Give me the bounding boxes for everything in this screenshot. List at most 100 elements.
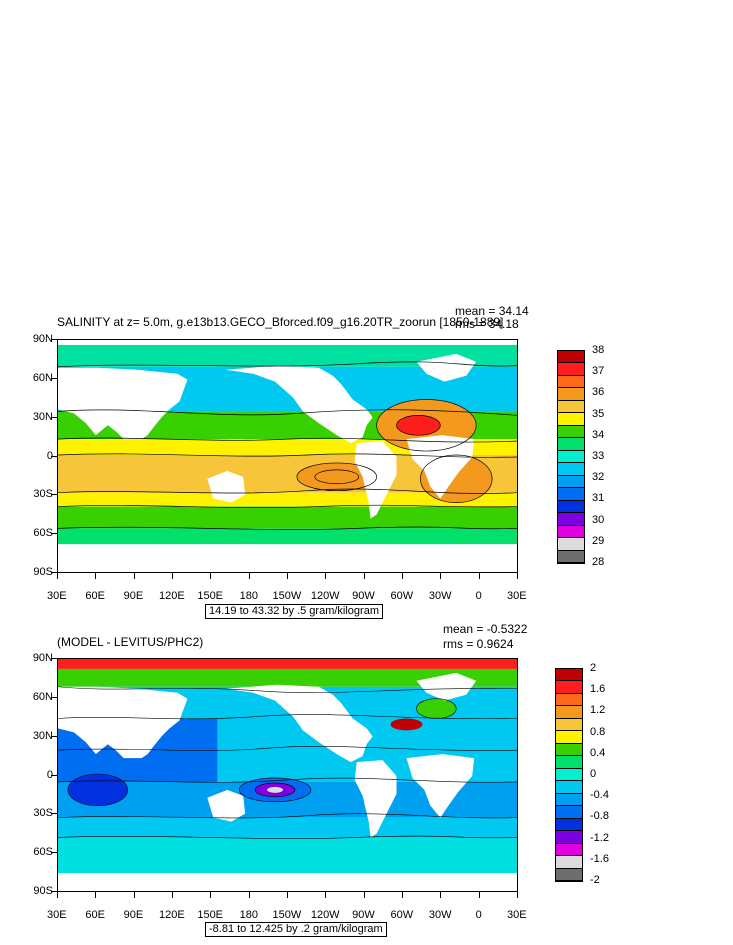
- lat-tick-mark: [51, 494, 57, 496]
- colorbar-label: 36: [592, 386, 605, 399]
- lon-tick-mark: [95, 892, 97, 898]
- lon-tick-label: 30W: [428, 590, 452, 602]
- colorbar-swatch: [558, 375, 584, 389]
- colorbar-swatch: [556, 806, 582, 819]
- lon-tick-mark: [248, 892, 250, 898]
- lat-tick-mark: [51, 339, 57, 340]
- lon-tick-label: 120E: [159, 590, 185, 602]
- lon-tick-mark: [402, 892, 403, 898]
- colorbar-label: 28: [592, 556, 605, 568]
- colorbar-label: 33: [592, 450, 605, 462]
- colorbar-label: 0.8: [590, 725, 606, 738]
- colorbar-label: 30: [592, 513, 605, 526]
- lat-tick-mark: [51, 735, 57, 737]
- lon-tick-mark: [478, 573, 480, 579]
- colorbar-label: 35: [592, 407, 605, 420]
- lat-tick-label: 30S: [33, 807, 53, 820]
- lon-tick-mark: [172, 892, 173, 898]
- colorbar-swatch: [556, 693, 582, 707]
- lat-tick-mark: [51, 774, 57, 776]
- colorbar-label: 1.2: [590, 704, 606, 717]
- colorbar-swatch: [558, 538, 584, 551]
- lon-tick-label: 30W: [428, 909, 452, 921]
- lon-tick-mark: [210, 892, 212, 898]
- panel1-contour-range: 14.19 to 43.32 by .5 gram/kilogram: [205, 604, 383, 619]
- lon-tick-label: 180: [239, 909, 259, 921]
- lon-tick-label: 150W: [272, 909, 302, 921]
- colorbar-swatch: [558, 500, 584, 514]
- lon-tick-mark: [133, 573, 135, 579]
- panel1-colorbar: [557, 350, 585, 564]
- lon-tick-label: 90W: [352, 590, 375, 602]
- colorbar-label: -0.8: [590, 810, 609, 823]
- lon-tick-mark: [57, 573, 58, 579]
- lon-tick-label: 60W: [390, 590, 414, 602]
- lon-tick-mark: [133, 892, 135, 898]
- colorbar-swatch: [558, 475, 584, 489]
- colorbar-swatch: [558, 463, 584, 476]
- lat-tick-mark: [51, 377, 57, 379]
- lon-tick-mark: [517, 573, 518, 579]
- colorbar-swatch: [556, 743, 582, 757]
- panel1-mean: mean = 34.14: [455, 304, 529, 318]
- lat-tick-mark: [51, 455, 57, 457]
- lat-tick-label: 30S: [33, 488, 53, 501]
- colorbar-swatch: [556, 831, 582, 844]
- lat-tick-label: 30N: [32, 410, 53, 423]
- colorbar-swatch: [556, 856, 582, 869]
- colorbar-swatch: [556, 718, 582, 732]
- lon-tick-mark: [248, 573, 250, 579]
- panel2-rms: rms = 0.9624: [443, 637, 514, 651]
- lon-tick-mark: [478, 892, 480, 898]
- lat-tick-mark: [51, 533, 57, 535]
- lon-tick-label: 150E: [197, 590, 224, 602]
- lon-tick-mark: [440, 573, 442, 579]
- colorbar-swatch: [556, 843, 582, 857]
- colorbar-swatch: [558, 550, 584, 563]
- lat-tick-label: 60S: [33, 527, 53, 540]
- lon-tick-label: 30E: [507, 909, 527, 921]
- lon-tick-label: 0: [475, 909, 482, 921]
- colorbar-label: 37: [592, 365, 605, 378]
- lon-tick-label: 0: [475, 590, 482, 602]
- colorbar-swatch: [558, 525, 584, 539]
- lat-tick-mark: [51, 416, 57, 418]
- panel2-contour-range: -8.81 to 12.425 by .2 gram/kilogram: [205, 922, 387, 937]
- panel2-mean: mean = -0.5322: [443, 622, 528, 636]
- colorbar-label: -1.6: [590, 852, 609, 865]
- colorbar-swatch: [556, 706, 582, 719]
- lon-tick-mark: [363, 892, 365, 898]
- colorbar-swatch: [558, 351, 584, 364]
- lon-tick-label: 150E: [197, 909, 224, 921]
- colorbar-swatch: [558, 400, 584, 414]
- panel2-colorbar: [555, 668, 583, 882]
- colorbar-swatch: [556, 669, 582, 682]
- colorbar-swatch: [558, 513, 584, 526]
- lon-tick-label: 90E: [123, 909, 144, 921]
- colorbar-label: 1.6: [590, 683, 606, 696]
- colorbar-swatch: [556, 731, 582, 744]
- lon-tick-label: 60E: [85, 590, 105, 602]
- lon-tick-mark: [325, 573, 327, 579]
- lon-tick-label: 90W: [352, 909, 375, 921]
- lon-tick-mark: [363, 573, 365, 579]
- lat-tick-mark: [51, 813, 57, 815]
- lat-tick-label: 90N: [32, 652, 53, 664]
- lat-tick-label: 60S: [33, 846, 53, 859]
- lon-tick-label: 30E: [47, 909, 67, 921]
- lon-tick-label: 180: [239, 590, 259, 602]
- lon-tick-mark: [287, 892, 288, 898]
- lat-tick-label: 90S: [33, 566, 53, 578]
- colorbar-swatch: [556, 868, 582, 881]
- colorbar-label: 38: [592, 344, 605, 356]
- lon-tick-label: 60W: [390, 909, 414, 921]
- colorbar-label: 0: [590, 768, 597, 780]
- colorbar-swatch: [558, 488, 584, 501]
- lat-tick-label: 0: [46, 449, 53, 462]
- lat-tick-label: 0: [46, 768, 53, 781]
- lon-tick-label: 30E: [507, 590, 527, 602]
- colorbar-swatch: [558, 363, 584, 376]
- colorbar-swatch: [556, 768, 582, 782]
- colorbar-label: 0.4: [590, 746, 606, 759]
- colorbar-swatch: [558, 425, 584, 439]
